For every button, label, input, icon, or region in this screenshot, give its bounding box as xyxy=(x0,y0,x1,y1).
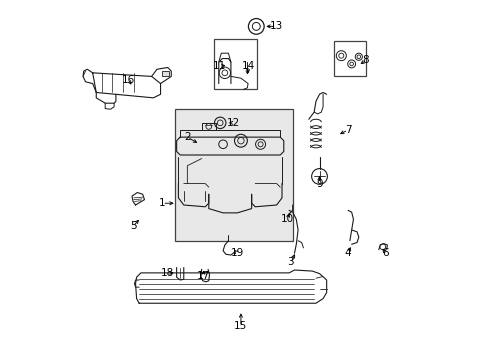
Bar xyxy=(333,41,365,76)
Text: 13: 13 xyxy=(269,21,283,31)
Text: 1: 1 xyxy=(159,198,165,208)
Text: 2: 2 xyxy=(183,132,190,142)
Text: 6: 6 xyxy=(382,248,388,258)
Text: 10: 10 xyxy=(280,214,293,224)
Text: 14: 14 xyxy=(241,61,254,71)
Text: 18: 18 xyxy=(161,268,174,278)
Text: 4: 4 xyxy=(344,248,351,258)
Text: 3: 3 xyxy=(287,257,294,267)
Text: 12: 12 xyxy=(227,118,240,128)
Text: 16: 16 xyxy=(122,75,135,85)
Text: 15: 15 xyxy=(234,321,247,332)
Text: 9: 9 xyxy=(316,179,322,189)
Bar xyxy=(162,71,169,76)
Text: 11: 11 xyxy=(212,61,225,71)
Text: 19: 19 xyxy=(230,248,244,258)
Text: 7: 7 xyxy=(344,125,351,135)
Text: 5: 5 xyxy=(129,221,136,231)
Text: 8: 8 xyxy=(362,55,368,65)
Bar xyxy=(175,109,292,241)
Bar xyxy=(214,39,257,89)
Text: 17: 17 xyxy=(196,271,210,282)
